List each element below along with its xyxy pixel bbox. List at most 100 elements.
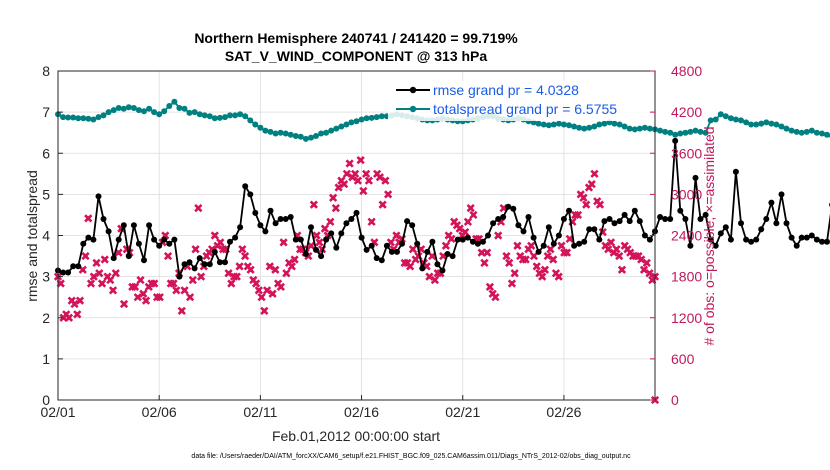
rmse-point-86 xyxy=(490,220,497,227)
obs-marker-42 xyxy=(169,279,178,288)
obs-marker-213 xyxy=(639,265,649,274)
totalspread-point-2 xyxy=(65,114,72,121)
obs-marker-28 xyxy=(130,282,140,292)
y-right-axis-label: # of obs: o=possible; ×=assimilated xyxy=(701,126,717,345)
rmse-point-148 xyxy=(803,234,810,241)
obs-marker-105 xyxy=(342,169,351,178)
rmse-point-94 xyxy=(530,234,537,241)
chart-title-line1: Northern Hemisphere 240741 / 241420 = 99… xyxy=(194,30,518,46)
y-right-tick-label-3: 1800 xyxy=(671,269,702,285)
totalspread-point-108 xyxy=(601,120,608,127)
rmse-point-76 xyxy=(439,267,446,274)
rmse-point-16 xyxy=(135,240,142,247)
rmse-point-140 xyxy=(763,216,770,222)
obs-marker-160 xyxy=(494,231,503,240)
legend-box xyxy=(388,81,650,121)
totalspread-point-37 xyxy=(242,113,249,120)
rmse-point-69 xyxy=(404,218,411,225)
obs-marker-49 xyxy=(188,275,197,285)
rmse-point-95 xyxy=(535,248,542,255)
obs-marker-22 xyxy=(114,248,123,257)
totalspread-point-52 xyxy=(318,130,325,137)
obs-marker-15 xyxy=(95,269,104,278)
obs-marker-128 xyxy=(406,262,415,271)
totalspread-point-63 xyxy=(373,114,380,121)
obs-marker-212 xyxy=(637,255,646,264)
rmse-point-43 xyxy=(272,220,279,227)
totalspread-point-47 xyxy=(292,133,299,139)
obs-marker-40 xyxy=(163,251,173,261)
y-left-tick-label-5: 5 xyxy=(42,186,50,202)
totalspread-point-110 xyxy=(611,120,618,127)
rmse-point-17 xyxy=(141,257,147,264)
obs-marker-120 xyxy=(384,190,393,199)
obs-marker-51 xyxy=(194,203,203,213)
obs-marker-63 xyxy=(227,279,236,288)
obs-marker-14 xyxy=(92,258,101,268)
rmse-point-130 xyxy=(712,242,719,249)
totalspread-point-7 xyxy=(90,116,97,123)
rmse-point-82 xyxy=(469,238,476,245)
obs-marker-83 xyxy=(282,269,291,278)
obs-marker-17 xyxy=(100,255,109,264)
totalspread-point-9 xyxy=(100,112,107,119)
legend-spread-marker xyxy=(409,105,417,113)
obs-marker-68 xyxy=(240,251,250,261)
totalspread-point-139 xyxy=(758,120,765,127)
rmse-point-51 xyxy=(313,246,319,253)
obs-marker-30 xyxy=(136,275,145,285)
obs-marker-186 xyxy=(565,234,574,244)
rmse-point-2 xyxy=(65,269,72,276)
totalspread-point-39 xyxy=(252,121,259,128)
rmse-point-60 xyxy=(358,234,365,241)
rmse-point-129 xyxy=(707,236,714,243)
totalspread-point-121 xyxy=(667,129,674,136)
rmse-point-131 xyxy=(717,230,724,237)
totalspread-point-45 xyxy=(282,130,289,137)
obs-marker-172 xyxy=(527,241,536,250)
rmse-point-149 xyxy=(808,232,815,239)
totalspread-point-10 xyxy=(105,109,112,116)
rmse-point-46 xyxy=(287,214,294,220)
totalspread-point-97 xyxy=(545,122,552,129)
totalspread-point-43 xyxy=(272,130,279,137)
obs-marker-129 xyxy=(408,245,418,254)
rmse-point-6 xyxy=(85,234,92,241)
rmse-point-97 xyxy=(545,224,552,231)
totalspread-point-30 xyxy=(206,113,213,120)
rmse-point-124 xyxy=(682,216,689,222)
rmse-point-88 xyxy=(500,214,507,220)
rmse-point-4 xyxy=(75,263,82,270)
rmse-point-29 xyxy=(201,261,208,268)
obs-marker-180 xyxy=(549,255,558,264)
rmse-point-40 xyxy=(257,222,264,229)
totalspread-point-133 xyxy=(727,115,734,122)
obs-marker-137 xyxy=(430,275,440,285)
obs-marker-143 xyxy=(447,234,456,244)
totalspread-point-59 xyxy=(353,118,360,125)
obs-marker-100 xyxy=(328,193,338,202)
rmse-point-42 xyxy=(267,207,274,214)
rmse-point-121 xyxy=(667,216,674,222)
rmse-point-26 xyxy=(186,259,193,266)
rmse-point-24 xyxy=(176,273,183,280)
y-left-tick-label-1: 1 xyxy=(42,351,50,367)
rmse-point-144 xyxy=(783,220,790,227)
totalspread-point-25 xyxy=(181,105,188,112)
x-tick-label-2: 02/11 xyxy=(243,404,277,420)
obs-marker-114 xyxy=(367,217,376,226)
totalspread-point-61 xyxy=(363,115,370,122)
obs-marker-102 xyxy=(334,183,343,192)
rmse-point-45 xyxy=(282,216,289,222)
legend-spread-label: totalspread grand pr = 6.5755 xyxy=(433,101,617,117)
rmse-point-113 xyxy=(626,218,633,225)
y-right-axis-ticks: 0 600 1200 1800 2400 3000 3600 4200 4800 xyxy=(650,63,702,408)
x-axis-label: Feb.01,2012 00:00:00 start xyxy=(272,428,440,444)
rmse-point-12 xyxy=(115,236,122,243)
obs-marker-177 xyxy=(540,265,550,274)
obs-marker-20 xyxy=(108,286,118,295)
obs-marker-35 xyxy=(150,279,159,288)
obs-marker-123 xyxy=(392,231,401,240)
obs-marker-146 xyxy=(455,224,464,233)
obs-marker-178 xyxy=(543,251,552,261)
